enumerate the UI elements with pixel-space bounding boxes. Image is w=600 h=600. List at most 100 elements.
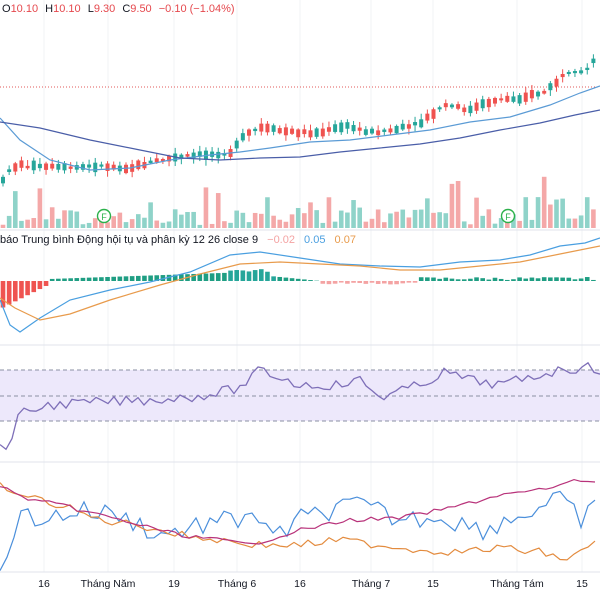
candle-body xyxy=(523,92,528,102)
candle-body xyxy=(499,98,504,101)
candle-body xyxy=(80,164,85,170)
macd-bar xyxy=(437,278,442,281)
candle-body xyxy=(585,67,590,71)
macd-bar xyxy=(548,277,553,281)
candle-body xyxy=(536,91,541,97)
macd-bar xyxy=(505,279,510,281)
volume-bar xyxy=(541,176,547,228)
volume-bar xyxy=(480,215,485,228)
candle-body xyxy=(517,95,522,104)
volume-bar xyxy=(117,212,123,228)
change-value: −0.10 (−1.04%) xyxy=(158,3,235,15)
volume-bar xyxy=(0,224,6,228)
volume-bar xyxy=(228,222,233,228)
volume-bar xyxy=(37,188,43,228)
volume-bar xyxy=(92,218,98,228)
candle-body xyxy=(560,74,565,78)
volume-bar xyxy=(68,210,73,228)
volume-bar xyxy=(474,197,479,228)
volume-bar xyxy=(148,202,153,228)
macd-bar xyxy=(111,276,116,281)
macd-bar xyxy=(295,278,301,281)
volume-bar xyxy=(548,204,553,228)
moving-average-slow xyxy=(0,109,600,161)
macd-bar xyxy=(425,277,430,281)
candle-body xyxy=(253,128,258,132)
volume-bar xyxy=(437,212,442,228)
macd-bar xyxy=(418,277,424,281)
candle-body xyxy=(283,127,288,136)
volume-bar xyxy=(425,198,430,228)
volume-bar xyxy=(31,218,37,228)
macd-bar xyxy=(308,280,313,281)
open-key: O xyxy=(2,3,11,15)
event-marker-2[interactable]: F xyxy=(500,208,516,224)
candle-body xyxy=(87,164,92,168)
macd-bar xyxy=(123,276,129,281)
volume-bar xyxy=(271,215,276,228)
volume-bar xyxy=(197,224,203,228)
volume-bar xyxy=(406,217,412,228)
macd-bar xyxy=(136,275,141,281)
candle-body xyxy=(56,163,61,170)
volume-bar xyxy=(400,209,406,228)
macd-bar xyxy=(584,277,590,281)
candle-body xyxy=(154,158,159,163)
candle-body xyxy=(480,99,485,109)
macd-bar xyxy=(332,281,338,284)
macd-bar xyxy=(271,276,276,281)
volume-bar xyxy=(25,219,30,228)
macd-bar xyxy=(25,281,30,296)
macd-bar xyxy=(560,277,565,281)
volume-bar xyxy=(375,209,381,228)
candle-body xyxy=(400,123,405,130)
candle-body xyxy=(50,163,55,169)
candle-body xyxy=(443,103,448,108)
volume-bar xyxy=(394,211,399,228)
candle-body xyxy=(382,129,387,132)
macd-bar xyxy=(129,276,135,281)
volume-bar xyxy=(486,209,492,228)
volume-bar xyxy=(382,222,387,228)
macd-bar xyxy=(443,277,449,281)
candle-body xyxy=(308,130,313,138)
macd-bar xyxy=(455,279,461,281)
low-key: L xyxy=(87,3,94,15)
candle-body xyxy=(222,153,227,156)
macd-bar xyxy=(375,281,381,284)
candle-body xyxy=(105,163,110,171)
macd-bar xyxy=(529,277,535,281)
candle-body xyxy=(406,124,411,129)
candle-body xyxy=(31,160,36,171)
volume-bar xyxy=(203,187,209,228)
macd-bar xyxy=(461,279,467,281)
candle-body xyxy=(462,107,467,113)
volume-bar xyxy=(222,221,227,228)
macd-bar xyxy=(345,281,350,284)
close-key: C xyxy=(122,3,131,15)
candle-body xyxy=(468,105,473,114)
macd-bar xyxy=(215,273,221,281)
macd-bar xyxy=(43,281,49,286)
macd-bar xyxy=(412,281,418,283)
signal-value: 0.07 xyxy=(334,234,356,246)
volume-bar xyxy=(283,221,289,228)
macd-bar xyxy=(37,281,43,290)
macd-bar xyxy=(326,281,332,285)
candle-body xyxy=(566,71,571,75)
candle-body xyxy=(197,151,202,157)
macd-bar xyxy=(246,271,252,281)
macd-bar xyxy=(388,281,393,285)
macd-bar xyxy=(523,278,529,281)
volume-bar xyxy=(498,218,504,228)
macd-legend[interactable]: báo Trung bình Động hội tụ và phân kỳ 12… xyxy=(0,234,356,246)
macd-bar xyxy=(480,278,485,281)
macd-bar xyxy=(572,279,578,281)
event-marker-1[interactable]: F xyxy=(96,208,112,224)
volume-bar xyxy=(105,222,110,228)
macd-bar xyxy=(191,273,196,281)
candle-body xyxy=(111,164,116,170)
volume-bar xyxy=(240,212,246,228)
candle-body xyxy=(486,98,491,108)
